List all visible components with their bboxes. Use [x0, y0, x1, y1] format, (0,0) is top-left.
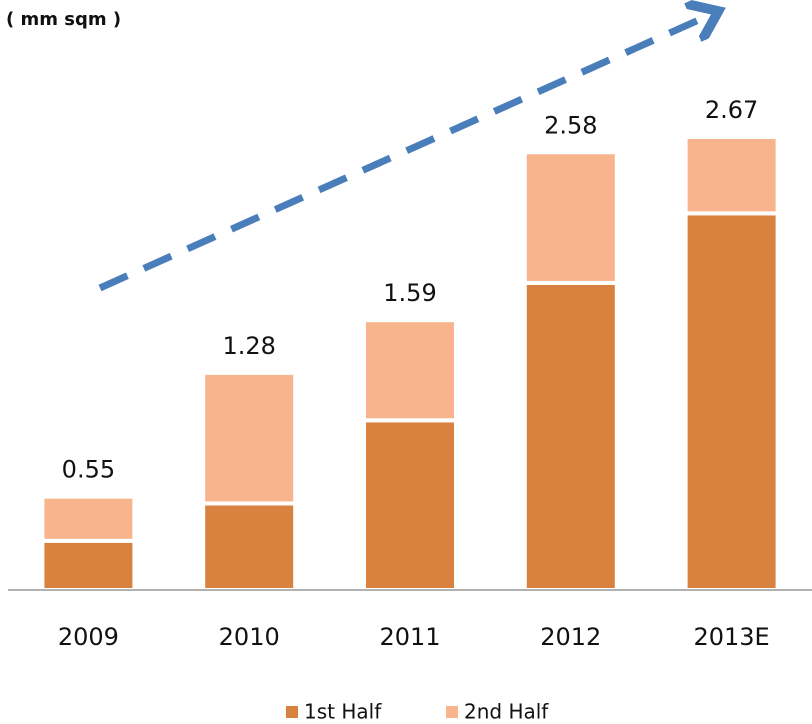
bar-segment — [40, 538, 137, 593]
bar-segment — [201, 501, 298, 592]
legend-label: 1st Half — [304, 700, 382, 724]
x-tick-label: 2009 — [58, 623, 119, 651]
bar-segment — [683, 211, 780, 592]
legend-swatch — [286, 706, 298, 718]
bar-segment — [522, 150, 619, 285]
bar-segment — [522, 280, 619, 592]
legend-swatch — [446, 706, 458, 718]
unit-label: ( mm sqm ) — [6, 9, 121, 30]
x-tick-label: 2013E — [693, 623, 769, 651]
total-label: 2.67 — [705, 96, 758, 124]
x-tick-label: 2011 — [379, 623, 440, 651]
total-label: 1.28 — [222, 332, 275, 360]
bar-segment — [40, 494, 137, 543]
trend-arrow — [98, 14, 712, 292]
total-label: 2.58 — [544, 111, 597, 139]
total-label: 0.55 — [62, 456, 115, 484]
legend-label: 2nd Half — [464, 700, 549, 724]
bar-segment — [362, 318, 458, 423]
x-tick-label: 2012 — [540, 623, 601, 651]
bar-segment — [683, 134, 780, 216]
bar-segment — [201, 370, 298, 506]
x-tick-label: 2010 — [219, 623, 280, 651]
bar-segment — [362, 418, 458, 593]
total-label: 1.59 — [383, 279, 436, 307]
